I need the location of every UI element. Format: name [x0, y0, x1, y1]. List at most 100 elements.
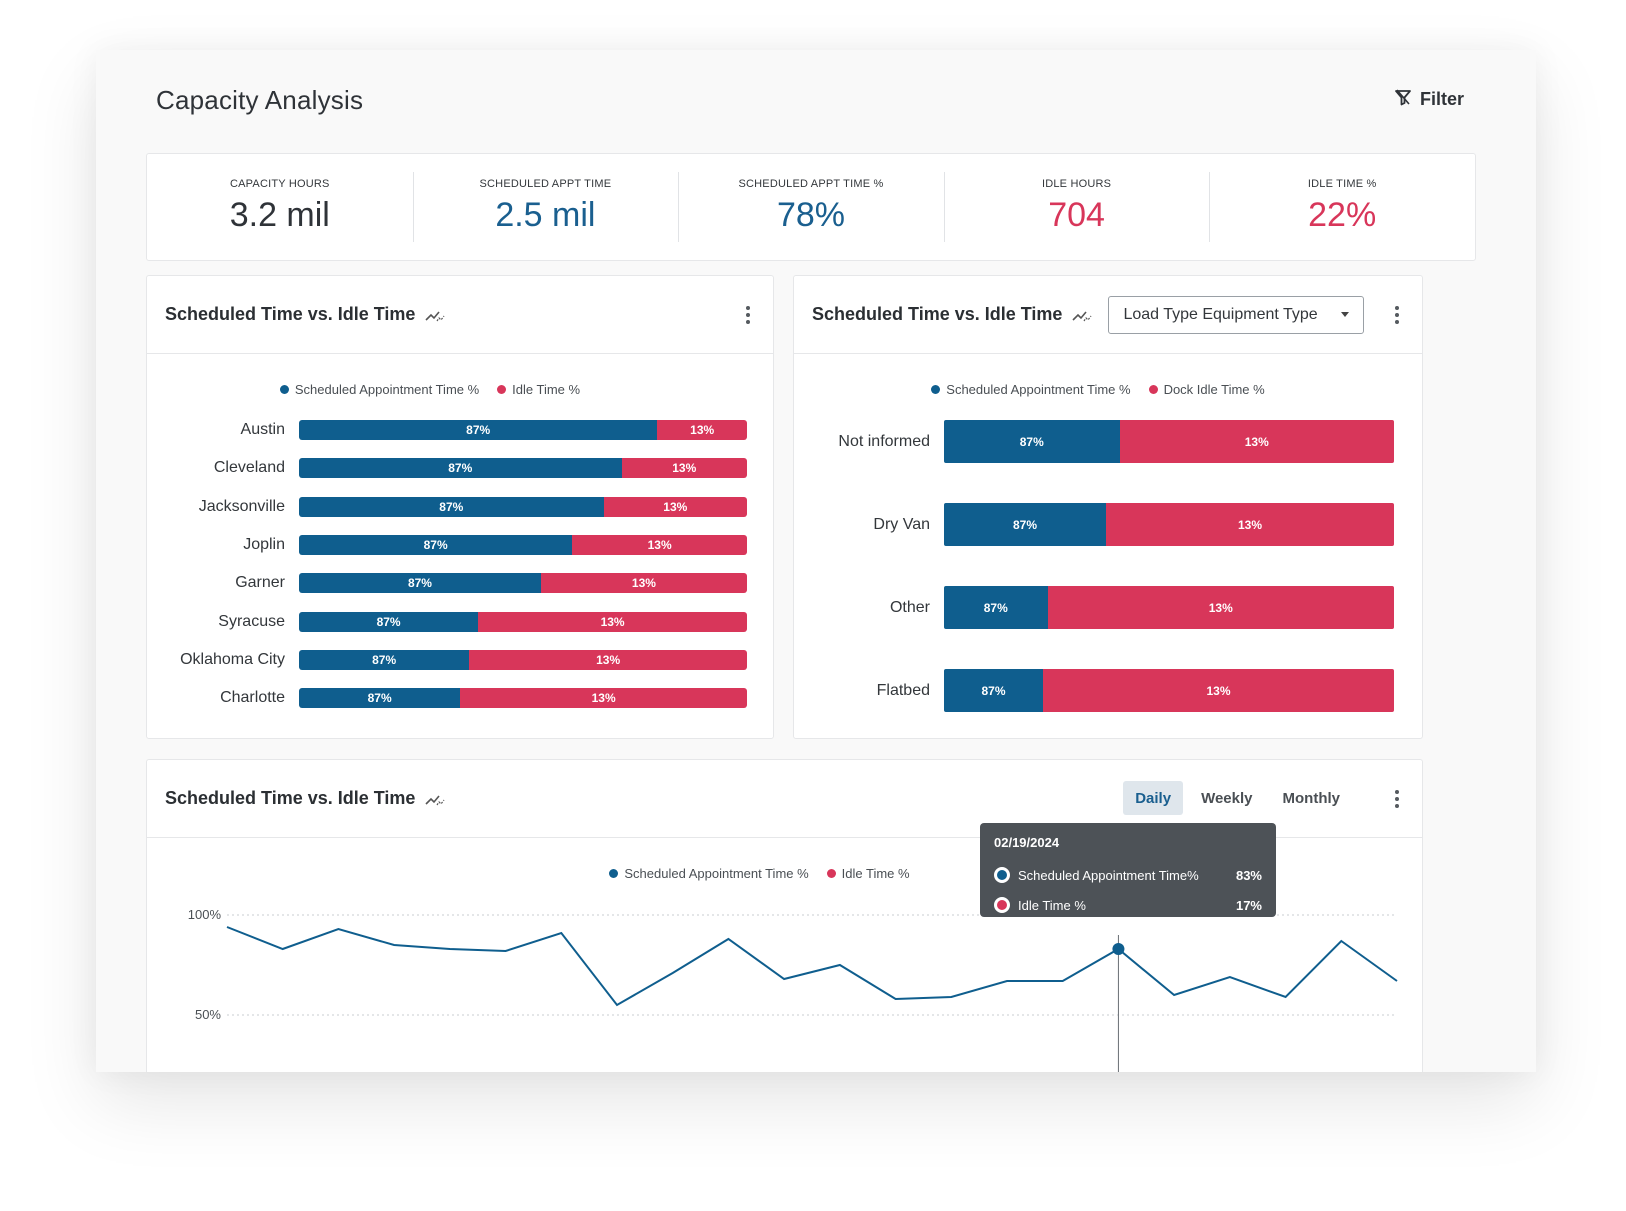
trend-line-icon[interactable] [425, 308, 445, 322]
stacked-bar[interactable]: 87% 13% [299, 496, 747, 517]
bar-row: Dry Van 87% 13% [808, 503, 1394, 546]
bar-segment-scheduled[interactable]: 87% [299, 573, 541, 594]
equipment-type-dropdown[interactable]: Load Type Equipment Type [1108, 295, 1365, 334]
bar-segment-idle[interactable]: 13% [1047, 586, 1394, 629]
kpi-label: IDLE HOURS [1041, 178, 1112, 190]
legend-label: Scheduled Appointment Time % [946, 382, 1131, 397]
bar-category-label: Jacksonville [198, 497, 285, 515]
more-options-icon[interactable] [745, 306, 751, 324]
bar-segment-scheduled[interactable]: 87% [299, 458, 622, 479]
bar-segment-idle[interactable]: 13% [1106, 503, 1394, 546]
bar-segment-idle[interactable]: 13% [1043, 669, 1394, 712]
kpi-value: 3.2 mil [229, 196, 330, 234]
bar-segment-idle[interactable]: 13% [460, 688, 747, 709]
bar-segment-scheduled[interactable]: 87% [299, 420, 658, 440]
kpi-scheduled-appt-time: SCHEDULED APPT TIME 2.5 mil [412, 172, 679, 242]
bar-row: Garner 87% 13% [161, 573, 747, 594]
bar-row: Joplin 87% 13% [161, 534, 747, 555]
bar-segment-scheduled[interactable]: 87% [299, 611, 479, 632]
legend-label: Idle Time % [512, 382, 581, 397]
bar-segment-scheduled[interactable]: 87% [944, 503, 1106, 546]
bar-segment-scheduled[interactable]: 87% [299, 688, 461, 709]
bar-segment-idle[interactable]: 13% [540, 573, 747, 594]
stacked-bar[interactable]: 87% 13% [944, 503, 1394, 546]
tab-daily[interactable]: Daily [1123, 781, 1184, 815]
stacked-bar[interactable]: 87% 13% [944, 420, 1394, 463]
legend-dot [931, 385, 941, 394]
legend-item-scheduled: Scheduled Appointment Time % [609, 866, 809, 881]
filter-label: Filter [1419, 89, 1464, 109]
trend-line-icon[interactable] [1072, 308, 1092, 322]
card-header: Scheduled Time vs. Idle Time [147, 276, 773, 354]
kpi-label: CAPACITY HOURS [230, 178, 330, 190]
kpi-scheduled-appt-time-pct: SCHEDULED APPT TIME % 78% [678, 172, 944, 242]
kpi-value: 704 [1048, 196, 1105, 234]
more-options-icon[interactable] [1394, 790, 1400, 808]
bar-segment-idle[interactable]: 13% [572, 534, 747, 555]
more-options-icon[interactable] [1394, 306, 1400, 324]
bar-segment-idle[interactable]: 13% [469, 649, 747, 670]
legend-dot [1148, 385, 1158, 394]
bar-category-label: Flatbed [876, 681, 930, 699]
bar-row: Syracuse 87% 13% [161, 611, 747, 632]
bar-row: Oklahoma City 87% 13% [161, 649, 747, 670]
legend-label: Dock Idle Time % [1163, 382, 1265, 397]
stacked-bar[interactable]: 87% 13% [299, 420, 747, 440]
legend-item-idle: Idle Time % [497, 382, 580, 397]
bar-segment-idle[interactable]: 13% [1119, 420, 1394, 463]
bar-segment-scheduled[interactable]: 87% [944, 420, 1120, 463]
tooltip-row-scheduled: Scheduled Appointment Time% 83% [994, 860, 1262, 890]
bar-category-label: Charlotte [220, 689, 285, 707]
legend-dot [279, 385, 289, 394]
stacked-bar[interactable]: 87% 13% [944, 586, 1394, 629]
bar-segment-idle[interactable]: 13% [478, 611, 747, 632]
bar-segment-idle[interactable]: 13% [621, 458, 747, 479]
bar-row: Cleveland 87% 13% [161, 458, 747, 479]
bar-segment-scheduled[interactable]: 87% [944, 669, 1043, 712]
stacked-bar[interactable]: 87% 13% [299, 573, 747, 594]
trend-line-icon[interactable] [425, 792, 445, 806]
bar-row: Charlotte 87% 13% [161, 688, 747, 709]
kpi-label: SCHEDULED APPT TIME % [738, 178, 884, 190]
tab-weekly[interactable]: Weekly [1201, 789, 1253, 807]
kpi-value: 2.5 mil [495, 196, 596, 234]
stacked-bar[interactable]: 87% 13% [299, 688, 747, 709]
tooltip-value: 83% [1235, 867, 1262, 883]
bar-category-label: Cleveland [213, 459, 285, 477]
stacked-bar[interactable]: 87% 13% [944, 669, 1394, 712]
filter-button[interactable]: Filter [1394, 88, 1464, 111]
series-line-scheduled [226, 926, 1398, 1007]
stacked-bar[interactable]: 87% 13% [299, 458, 747, 479]
bar-category-label: Not informed [838, 432, 930, 450]
highlighted-data-point[interactable] [1112, 943, 1125, 955]
y-tick-label: 100% [188, 907, 222, 922]
dropdown-value: Load Type Equipment Type [1123, 305, 1318, 323]
bar-segment-scheduled[interactable]: 87% [299, 496, 604, 517]
tooltip-label: Idle Time % [1018, 897, 1086, 913]
bar-row: Austin 87% 13% [161, 420, 747, 440]
legend-dot [826, 869, 836, 878]
y-tick-label: 50% [195, 1007, 221, 1022]
legend-label: Idle Time % [841, 866, 910, 881]
bar-segment-idle[interactable]: 13% [603, 496, 747, 517]
tooltip-marker [994, 897, 1010, 913]
chart-legend: Scheduled Appointment Time % Dock Idle T… [794, 382, 1422, 397]
bar-row: Not informed 87% 13% [808, 420, 1394, 463]
equipment-chart-card: Scheduled Time vs. Idle Time Load Type E… [793, 275, 1423, 739]
tooltip-marker [994, 867, 1010, 883]
stacked-bar[interactable]: 87% 13% [299, 611, 747, 632]
tab-monthly[interactable]: Monthly [1282, 789, 1341, 807]
chevron-down-icon [1341, 312, 1350, 317]
bar-segment-scheduled[interactable]: 87% [944, 586, 1048, 629]
kpi-value: 78% [776, 196, 846, 234]
bar-segment-scheduled[interactable]: 87% [299, 534, 573, 555]
legend-dot [497, 385, 507, 394]
stacked-bar[interactable]: 87% 13% [299, 534, 747, 555]
bar-segment-idle[interactable]: 13% [657, 420, 747, 440]
page-title: Capacity Analysis [156, 85, 364, 115]
kpi-idle-time-pct: IDLE TIME % 22% [1209, 172, 1475, 242]
bar-row: Flatbed 87% 13% [808, 669, 1394, 712]
bar-segment-scheduled[interactable]: 87% [299, 649, 470, 670]
stacked-bar[interactable]: 87% 13% [299, 649, 747, 670]
bar-category-label: Dry Van [873, 515, 930, 533]
